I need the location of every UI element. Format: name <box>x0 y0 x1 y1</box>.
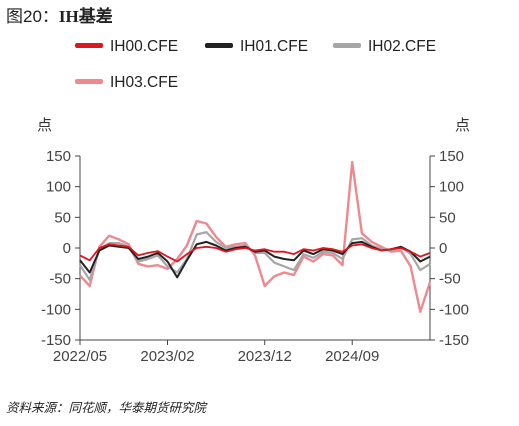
left-axis-unit: 点 <box>37 116 52 134</box>
right-tick-label: -100 <box>439 301 469 318</box>
figure-title-suffix: 基差 <box>78 7 113 27</box>
right-tick-label: -150 <box>439 332 469 349</box>
series-line-ih01 <box>79 240 431 279</box>
right-tick-label: 0 <box>439 240 447 257</box>
x-tick-label: 2024/09 <box>325 348 379 365</box>
x-tick-label: 2022/05 <box>53 348 107 365</box>
legend-swatch-ih02 <box>333 43 361 48</box>
series-line-ih03 <box>79 160 432 313</box>
legend-label-ih01: IH01.CFE <box>240 38 308 55</box>
x-tick-label: 2023/12 <box>238 348 292 365</box>
left-tick-label: 50 <box>54 209 71 226</box>
legend-item-ih02: IH02.CFE <box>333 38 436 55</box>
figure-title-prefix: IH <box>58 7 79 26</box>
right-tick-label: -50 <box>439 271 461 288</box>
x-axis-ticks: 2022/05 2023/02 2023/12 2024/09 <box>53 340 379 365</box>
left-axis-ticks: -150 -100 -50 0 50 100 150 <box>41 148 80 349</box>
right-tick-label: 50 <box>439 209 456 226</box>
right-tick-label: 100 <box>439 179 464 196</box>
series-layer <box>79 160 432 313</box>
legend-swatch-ih01 <box>205 43 233 48</box>
left-tick-label: -100 <box>41 301 71 318</box>
right-axis-ticks: -150 -100 -50 0 50 100 150 <box>430 148 469 349</box>
legend-item-ih00: IH00.CFE <box>75 38 178 55</box>
left-tick-label: 0 <box>63 240 71 257</box>
source-note: 资料来源：同花顺，华泰期货研究院 <box>6 400 207 415</box>
legend: IH00.CFE IH01.CFE IH02.CFE IH03.CFE <box>75 38 436 91</box>
figure-label: 图20： <box>6 7 59 26</box>
legend-label-ih03: IH03.CFE <box>110 74 178 91</box>
left-tick-label: -150 <box>41 332 71 349</box>
legend-item-ih03: IH03.CFE <box>75 74 178 91</box>
left-tick-label: -50 <box>49 271 71 288</box>
legend-swatch-ih00 <box>75 43 103 48</box>
left-tick-label: 150 <box>46 148 71 165</box>
right-axis-unit: 点 <box>455 116 470 134</box>
legend-label-ih00: IH00.CFE <box>110 38 178 55</box>
series-line-ih00 <box>79 243 431 263</box>
legend-swatch-ih03 <box>75 79 103 84</box>
x-tick-label: 2023/02 <box>140 348 194 365</box>
left-tick-label: 100 <box>46 179 71 196</box>
right-tick-label: 150 <box>439 148 464 165</box>
figure-title: 图20：IH基差 <box>6 2 113 27</box>
series-line-ih02 <box>79 231 431 281</box>
legend-label-ih02: IH02.CFE <box>368 38 436 55</box>
legend-item-ih01: IH01.CFE <box>205 38 308 55</box>
